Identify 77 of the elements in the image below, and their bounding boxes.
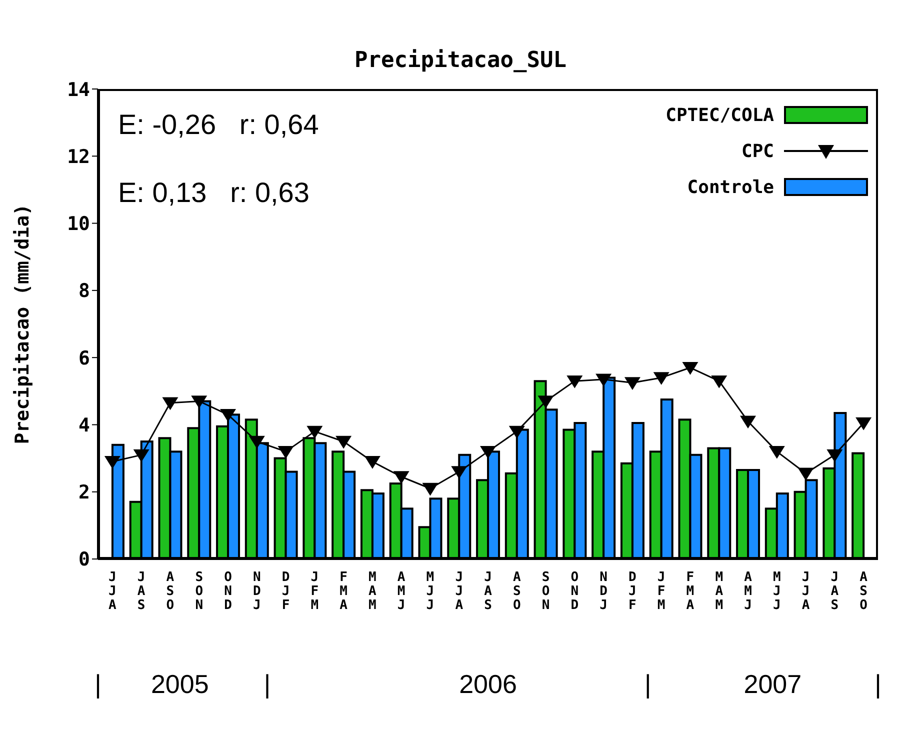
x-tick-label: ASO [166, 570, 174, 613]
text: | [94, 669, 102, 700]
point [826, 449, 843, 462]
y-tick-label: 0 [78, 548, 90, 571]
annotation: E: 0,13 r: 0,63 [118, 176, 310, 210]
x-tick-label: JAS [484, 570, 492, 613]
point [306, 426, 323, 439]
point [740, 416, 756, 429]
text: | [644, 669, 652, 700]
y-tick-label: 8 [78, 280, 90, 302]
chart-title: Precipitacao_SUL [354, 47, 568, 75]
x-tick-label: DJF [282, 570, 290, 613]
point [104, 456, 120, 469]
x-tick-label: SON [195, 570, 204, 613]
x-tick-label: ASO [860, 570, 868, 613]
annotation: E: -0,26 r: 0,64 [118, 108, 319, 142]
x-tick-label: NDJ [600, 570, 608, 613]
x-tick-label: MAM [715, 570, 724, 613]
point [480, 446, 496, 459]
y-tick-label: 14 [67, 78, 90, 101]
point [191, 396, 208, 408]
point [653, 372, 670, 385]
text: 2006 [459, 669, 517, 700]
x-tick-label: FMA [686, 570, 694, 613]
x-tick-label: NDJ [252, 570, 261, 613]
point [566, 375, 583, 388]
x-tick-label: AMJ [744, 570, 752, 613]
text: 2007 [744, 669, 802, 700]
x-tick-label: JAS [830, 570, 839, 613]
y-axis-title: Precipitacao (mm/dia) [12, 204, 34, 444]
point [711, 375, 728, 388]
point [162, 397, 178, 410]
x-tick-label: JAS [137, 570, 146, 613]
point [336, 436, 352, 449]
text: | [874, 669, 882, 700]
legend-label: Controle [687, 176, 774, 198]
point [364, 456, 380, 469]
x-tick-label: DJF [628, 570, 637, 613]
point [248, 436, 265, 449]
text: | [264, 669, 271, 700]
point [682, 362, 698, 375]
x-tick-label: JJA [802, 570, 810, 613]
point [278, 446, 294, 459]
x-tick-label: MJJ [426, 570, 434, 613]
point [856, 417, 872, 430]
point [768, 446, 785, 459]
legend-label: CPTEC/COLA [666, 104, 774, 126]
point [133, 449, 150, 462]
point [220, 409, 236, 422]
x-tick-label: JFM [657, 570, 666, 613]
x-tick-label: AMJ [397, 570, 406, 613]
point [451, 466, 468, 479]
point [798, 468, 814, 481]
bar [852, 452, 865, 559]
x-tick-label: JFM [310, 570, 319, 613]
point [422, 482, 438, 496]
x-tick-label: OND [224, 570, 232, 613]
point [624, 377, 640, 390]
y-tick-label: 10 [67, 213, 90, 236]
text: 2005 [150, 669, 209, 700]
y-tick-label: 12 [67, 146, 90, 168]
y-tick-label: 6 [78, 347, 90, 370]
y-tick-label: 2 [78, 482, 90, 504]
x-tick-label: SON [542, 570, 550, 613]
x-tick-label: MJJ [772, 570, 781, 613]
point [596, 374, 612, 387]
x-tick-label: JJA [455, 570, 464, 613]
legend-label: CPC [741, 140, 774, 162]
x-tick-label: OND [570, 570, 579, 613]
x-tick-label: ASO [512, 570, 521, 613]
point [508, 426, 525, 439]
point [538, 396, 554, 408]
x-tick-label: MAM [368, 570, 377, 613]
x-tick-label: FMA [340, 570, 348, 613]
x-tick-label: JJA [108, 570, 117, 613]
point [393, 471, 410, 484]
y-tick-label: 4 [78, 414, 90, 436]
